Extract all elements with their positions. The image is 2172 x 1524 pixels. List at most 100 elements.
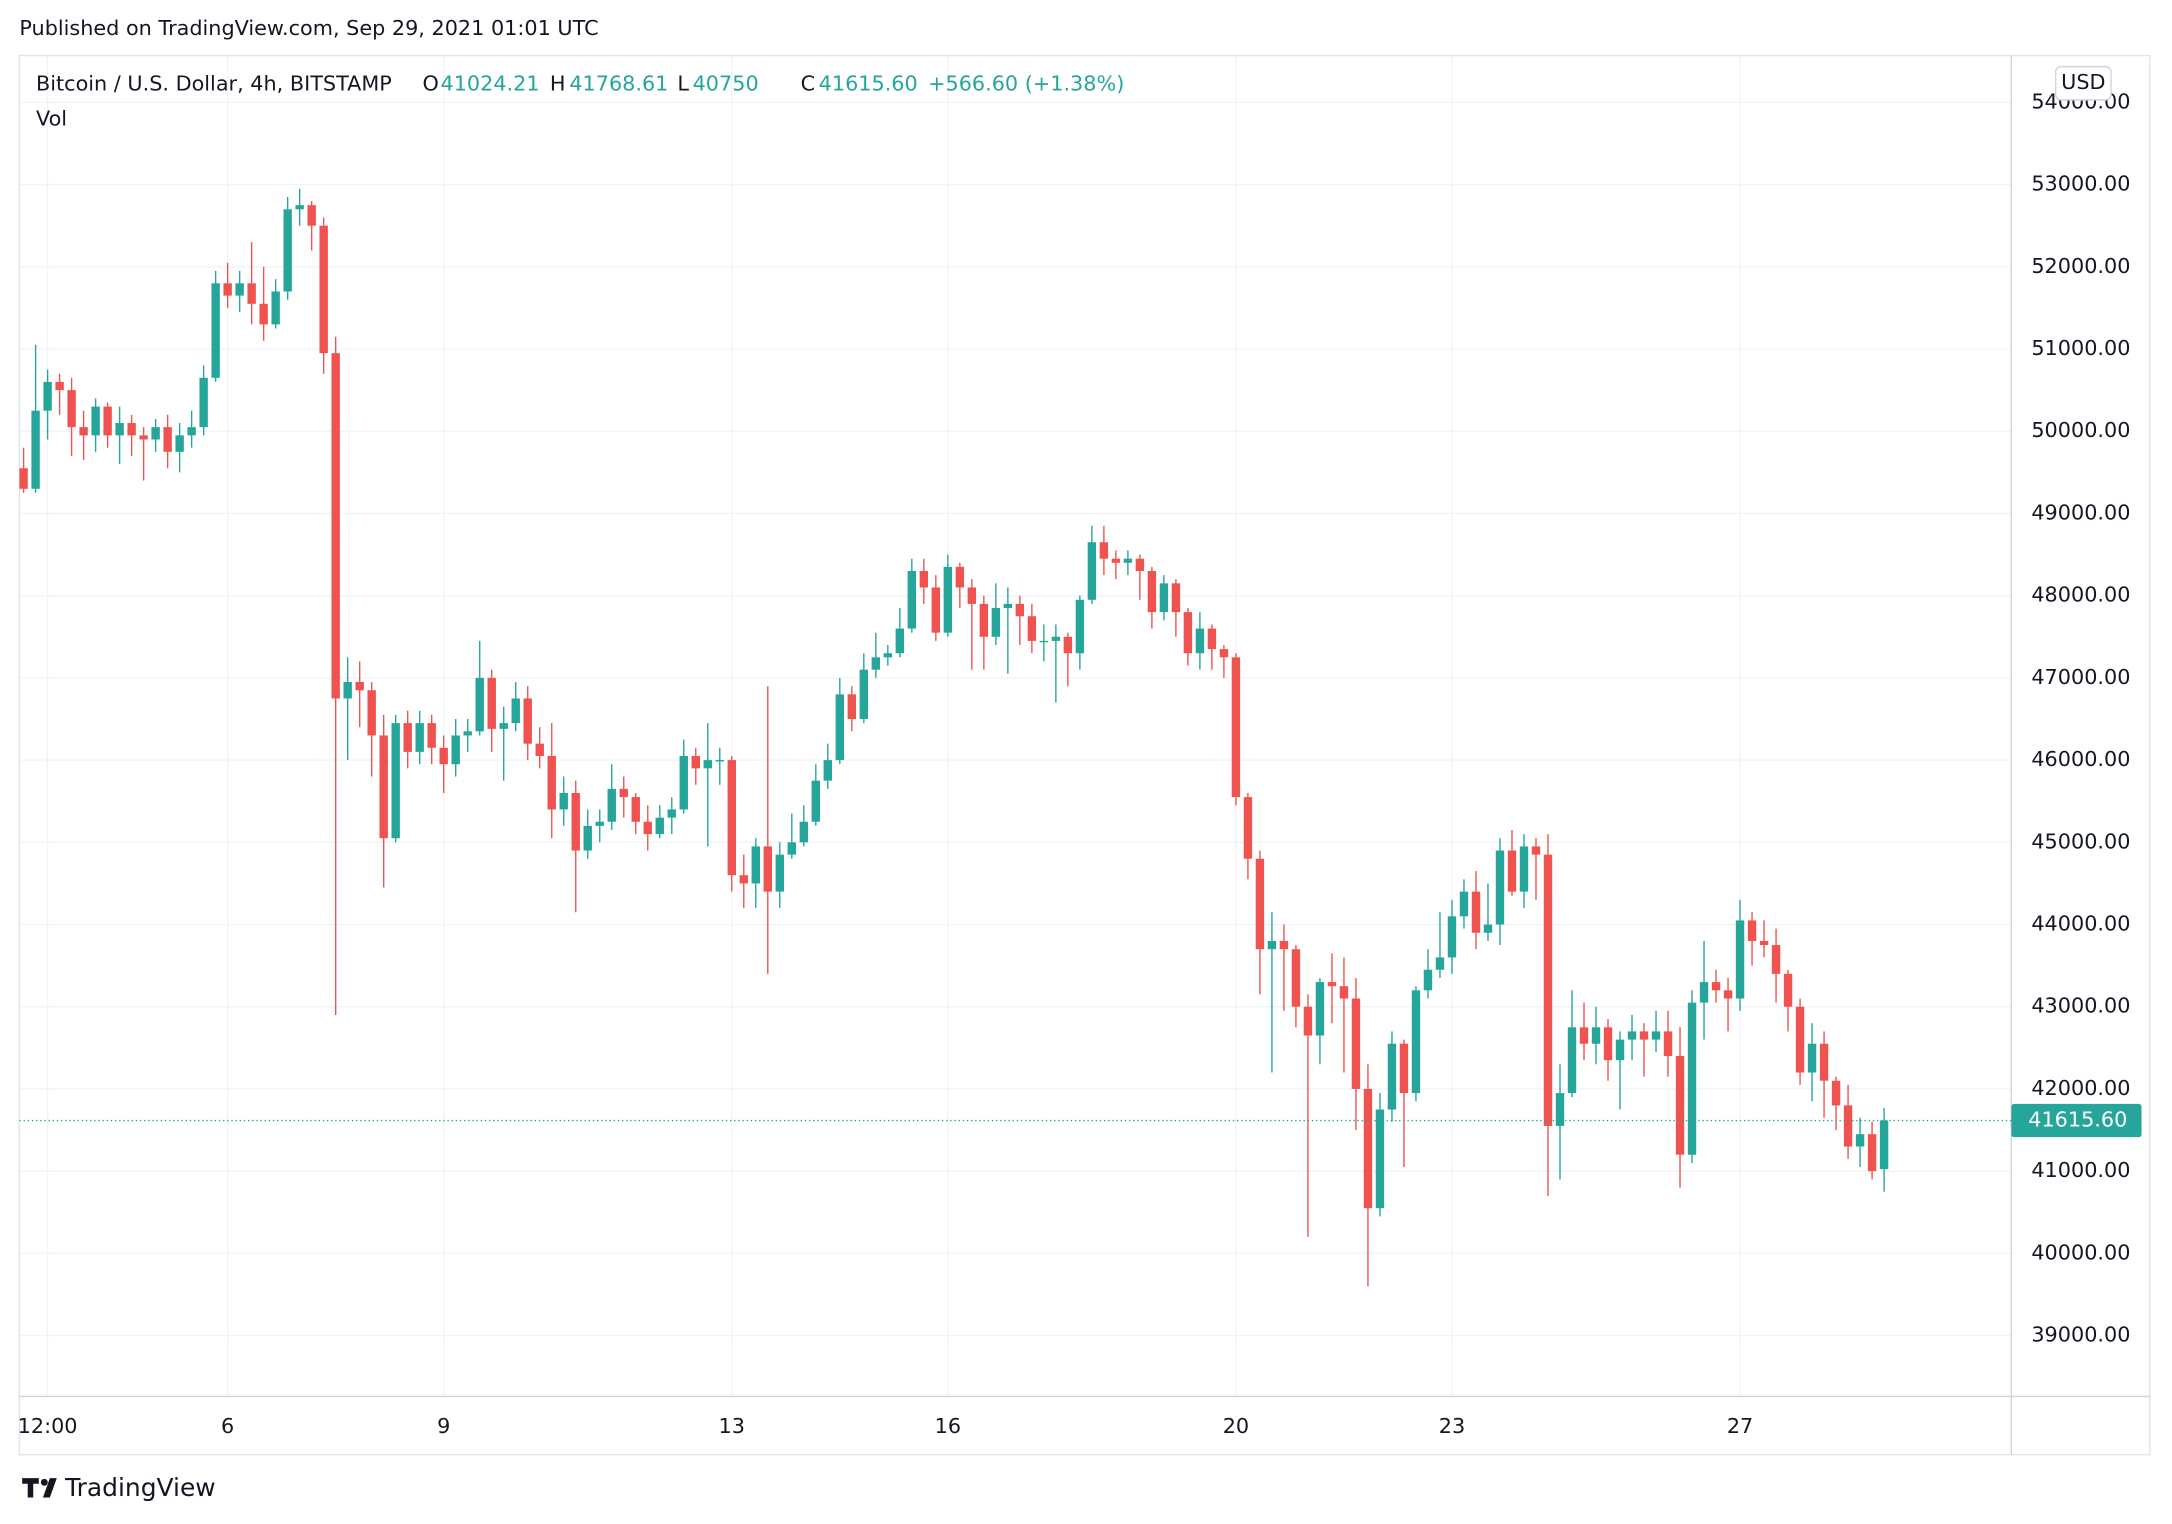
currency[interactable]: USD — [2061, 70, 2105, 94]
candle-body — [451, 735, 460, 765]
candle-body — [667, 809, 676, 818]
candle-body — [1351, 998, 1361, 1089]
candle-body — [1567, 1027, 1577, 1094]
y-tick-label: 48000.00 — [2031, 583, 2130, 607]
candle-body — [139, 435, 148, 440]
x-tick-label: 13 — [719, 1414, 745, 1438]
candle-body — [1555, 1093, 1565, 1126]
candle-body — [1327, 982, 1337, 987]
candle-body — [523, 698, 532, 744]
change: +566.60 (+1.38%) — [928, 72, 1124, 96]
candle-body — [1507, 850, 1517, 892]
candle-body — [1123, 558, 1133, 563]
y-tick-label: 53000.00 — [2031, 172, 2130, 196]
x-tick-label: 23 — [1439, 1414, 1465, 1438]
last-price-label: 41615.60 — [2028, 1108, 2127, 1132]
candle-body — [1579, 1027, 1589, 1044]
candle-body — [787, 842, 796, 855]
ohlc-label: L — [677, 72, 689, 96]
candle-body — [1783, 973, 1793, 1007]
candle-body — [535, 743, 544, 756]
candle-body — [355, 682, 364, 691]
candle-body — [631, 797, 640, 822]
candle-body — [1207, 628, 1217, 650]
candle-body — [199, 377, 208, 428]
candle-body — [559, 792, 568, 810]
volume-label: Vol — [36, 106, 67, 130]
candle-body — [1771, 945, 1781, 974]
candle-body — [331, 353, 340, 699]
candle-body — [1435, 957, 1445, 970]
candle-body — [1663, 1031, 1673, 1057]
candle-body — [1819, 1043, 1829, 1081]
candle-body — [1687, 1002, 1697, 1155]
candle-body — [1039, 640, 1049, 643]
y-tick-label: 42000.00 — [2031, 1076, 2130, 1100]
candle-body — [1711, 982, 1721, 991]
candle-body — [475, 677, 484, 732]
candle-body — [115, 423, 124, 436]
chart-frame — [18, 54, 2151, 1456]
candle-body — [1735, 920, 1745, 999]
candle-body — [1195, 628, 1205, 654]
candle-body — [1267, 940, 1277, 950]
candle-body — [151, 427, 160, 440]
candle-body — [319, 225, 328, 354]
candle-body — [1615, 1039, 1625, 1061]
candle-body — [979, 603, 989, 637]
candle-body — [367, 690, 376, 736]
ohlc-label: H — [550, 72, 566, 96]
currency-box[interactable] — [2054, 65, 2112, 101]
ohlc-label: O — [422, 72, 438, 96]
candle-body — [271, 291, 280, 325]
brand: TradingView — [64, 1473, 216, 1502]
candle-body — [1675, 1056, 1685, 1155]
candle-body — [823, 760, 833, 781]
candle-body — [1159, 583, 1169, 613]
candle-body — [19, 468, 28, 489]
candle-body — [1627, 1031, 1637, 1040]
candle-body — [343, 682, 352, 699]
candles — [19, 188, 2012, 1287]
low-value: 40750 — [693, 72, 759, 96]
candle-body — [1531, 846, 1541, 855]
candle-body — [919, 571, 929, 588]
candle-body — [1075, 599, 1085, 654]
candle-body — [1027, 616, 1037, 641]
candle-body — [1807, 1043, 1817, 1073]
candle-body — [1147, 571, 1157, 613]
axes: 39000.00 40000.00 41000.00 42000.00 43000.00… — [18, 89, 2142, 1438]
candle-body — [1543, 854, 1553, 1126]
candle-body — [463, 731, 472, 736]
candle-body — [1255, 858, 1265, 950]
candle-body — [883, 653, 893, 658]
candle-body — [799, 821, 809, 843]
candle-body — [1651, 1031, 1661, 1040]
candle-body — [1291, 949, 1301, 1007]
candle-body — [1855, 1134, 1865, 1147]
candle-body — [835, 694, 845, 761]
candle-body — [103, 406, 112, 436]
candle-body — [79, 427, 88, 436]
candle-body — [499, 723, 508, 729]
candle-body — [1315, 982, 1325, 1036]
candle-body — [847, 694, 857, 719]
candle-body — [307, 205, 316, 226]
candle-body — [1183, 612, 1193, 654]
candle-body — [511, 698, 520, 724]
x-tick-label: 9 — [437, 1414, 450, 1438]
candle-body — [1723, 990, 1733, 999]
y-tick-label: 50000.00 — [2031, 418, 2130, 442]
close-value: 41615.60 — [819, 72, 918, 96]
candle-body — [691, 755, 700, 769]
ohlc-label: C — [801, 72, 816, 96]
candle-body — [871, 657, 881, 670]
candle-body — [55, 381, 64, 391]
candle-body — [1375, 1109, 1385, 1209]
y-tick-label: 47000.00 — [2031, 665, 2130, 689]
candle-body — [1219, 649, 1229, 658]
candle-body — [487, 677, 496, 729]
candle-body — [1591, 1027, 1601, 1044]
